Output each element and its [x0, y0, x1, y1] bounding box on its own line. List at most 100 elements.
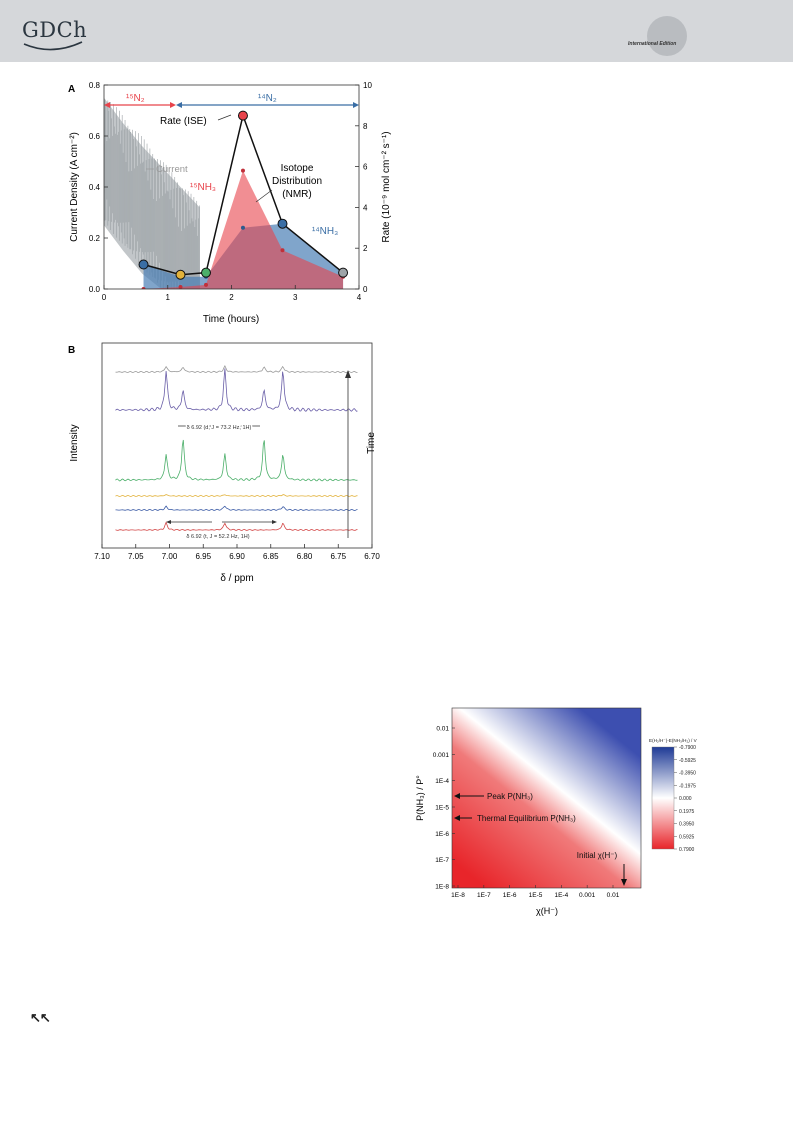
x-tick-label: 1E-5 — [529, 892, 543, 899]
nmr-spectrum — [115, 521, 358, 531]
rate-point — [237, 110, 248, 121]
n15-nh3-point — [141, 287, 146, 289]
colorbar-tick-label: 0.7900 — [679, 847, 695, 853]
x-tick-label: 7.10 — [94, 552, 110, 561]
journal-header: GDCh International Edition — [0, 0, 793, 62]
colorbar-tick-label: 0.3950 — [679, 822, 695, 828]
figure-c-heatmap: 1E-8 1E-7 1E-6 1E-5 1E-4 0.001 0.01 1E-8 1E-7 1E-… — [415, 707, 698, 916]
y-tick-label: 1E-5 — [435, 805, 449, 812]
x-tick-label: 6.75 — [330, 552, 346, 561]
gdch-logo-text: GDCh — [22, 18, 88, 42]
y-tick-label: 0.001 — [433, 752, 450, 759]
doublet-annotation: δ 6.92 (d, J = 73.2 Hz, 1H) — [187, 425, 252, 431]
n15-nh3-point — [204, 282, 208, 287]
y2-tick-label: 8 — [363, 122, 368, 131]
x-tick-label: 0 — [102, 293, 107, 302]
figure-b-xlabel: δ / ppm — [220, 573, 253, 584]
colorbar-tick-label: 0.000 — [679, 796, 692, 802]
colorbar — [651, 746, 675, 850]
corner-nav-arrows-icon[interactable]: ↖↖ — [30, 1010, 51, 1025]
gdch-logo: GDCh — [22, 14, 92, 54]
x-tick-label: 0.01 — [607, 892, 620, 899]
edition-label: International Edition — [628, 41, 677, 47]
y-tick-label: 0.6 — [89, 132, 101, 141]
figure-b-panel-label: B — [68, 345, 75, 356]
colorbar-tick-label: 0.1975 — [679, 809, 695, 815]
n15-nh3-point — [240, 168, 245, 173]
current-label: Current — [156, 164, 188, 175]
figure-a-panel-label: A — [68, 84, 75, 95]
x-tick-label: 0.001 — [579, 892, 596, 899]
nmr-spectrum — [115, 439, 358, 482]
figure-a-xlabel: Time (hours) — [203, 314, 259, 325]
n14-nh3-point — [240, 225, 245, 230]
isotope-label-line2: Distribution — [272, 176, 322, 187]
rate-ise-label: Rate (ISE) — [160, 116, 207, 127]
x-tick-label: 3 — [293, 293, 298, 302]
y-tick-label: 0.4 — [89, 183, 101, 192]
colorbar-tick-label: 0.5925 — [679, 834, 695, 840]
figure-c-ylabel: P(NH₃) / P° — [415, 775, 425, 821]
figure-b-chart: B 7.10 7.05 7.00 6.95 6.90 6.85 6.80 6.75 6.70 T… — [68, 342, 380, 584]
x-tick-label: 4 — [357, 293, 362, 302]
plot-frame — [451, 707, 642, 889]
n15-arrow-head-right — [170, 102, 176, 108]
colorbar-tick-label: -0.5925 — [679, 758, 696, 764]
y2-tick-label: 2 — [363, 244, 368, 253]
x-tick-label: 6.80 — [297, 552, 313, 561]
n15-nh3-area — [143, 170, 344, 289]
initial-label: Initial χ(H⁻) — [577, 851, 618, 860]
x-tick-label: 7.05 — [128, 552, 144, 561]
x-tick-label: 1E-8 — [451, 892, 465, 899]
triplet-arrow-left — [166, 520, 171, 524]
figure-a-ylabel-left: Current Density (A cm⁻²) — [69, 132, 80, 242]
y-tick-label: 1E-4 — [435, 778, 449, 785]
rate-point — [201, 267, 211, 278]
plot-frame — [101, 342, 373, 549]
n15-nh3-point — [178, 284, 183, 289]
y-tick-label: 1E-6 — [435, 831, 449, 838]
x-tick-label: 2 — [229, 293, 234, 302]
x-tick-label: 6.95 — [195, 552, 211, 561]
n14-gas-label: ¹⁴N₂ — [258, 93, 277, 104]
nmr-spectrum — [115, 368, 358, 412]
logo-swoosh-icon — [23, 41, 83, 51]
rate-point — [175, 269, 186, 280]
y-tick-label: 0.8 — [89, 81, 101, 90]
y2-tick-label: 4 — [363, 203, 368, 212]
figure-c-xlabel: χ(H⁻) — [536, 906, 558, 916]
y-tick-label: 0.0 — [89, 285, 101, 294]
initial-arrow-head — [621, 879, 627, 886]
n15-nh3-label: ¹⁵NH₃ — [190, 182, 216, 193]
figure-b-time-label: Time — [366, 432, 377, 454]
figure-b-ylabel: Intensity — [69, 424, 80, 461]
n15-gas-label: ¹⁵N₂ — [126, 93, 145, 104]
rate-line — [143, 112, 344, 276]
x-tick-label: 6.90 — [229, 552, 245, 561]
thermal-label: Thermal Equilibrium P(NH₃) — [477, 814, 576, 823]
n14-nh3-label: ¹⁴NH₃ — [312, 226, 338, 237]
rate-point — [138, 259, 149, 270]
nmr-spectrum — [115, 494, 358, 498]
peak-arrow-head — [454, 793, 460, 799]
x-tick-label: 6.70 — [364, 552, 380, 561]
y-tick-label: 1E-8 — [435, 884, 449, 891]
x-tick-label: 1E-7 — [477, 892, 491, 899]
nmr-spectrum — [115, 505, 358, 512]
y2-tick-label: 0 — [363, 285, 368, 294]
y2-tick-label: 6 — [363, 163, 368, 172]
figure-a-ylabel-right: Rate (10⁻⁹ mol cm⁻² s⁻¹) — [381, 131, 392, 242]
n15-arrow-head-left — [104, 102, 110, 108]
thermal-arrow-head — [454, 815, 460, 821]
y-tick-label: 0.2 — [89, 234, 101, 243]
x-tick-label: 7.00 — [162, 552, 178, 561]
triplet-arrow-right — [272, 520, 277, 524]
triplet-annotation: δ 6.92 (t, J = 52.2 Hz, 1H) — [186, 534, 249, 540]
isotope-label-line3: (NMR) — [282, 189, 311, 200]
x-tick-label: 1E-4 — [554, 892, 568, 899]
colorbar-tick-label: -0.7900 — [679, 745, 696, 751]
x-tick-label: 1 — [166, 293, 171, 302]
nmr-spectrum — [115, 365, 358, 374]
colorbar-title: E(H₂/H⁻)-E(NH₃/H₂) / V — [649, 738, 698, 743]
